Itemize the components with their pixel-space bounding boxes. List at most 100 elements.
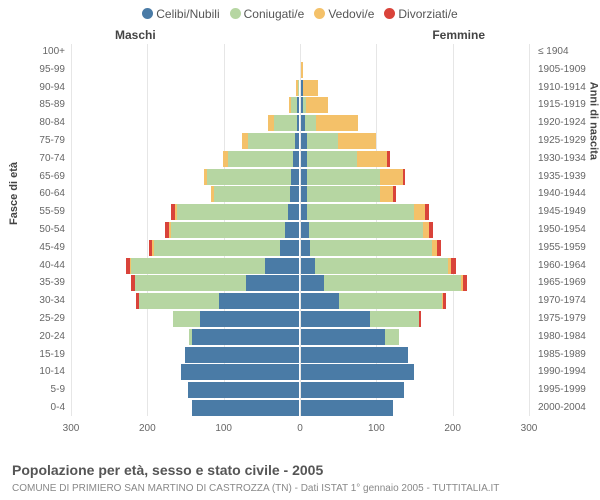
segment bbox=[307, 186, 380, 202]
pyramid-row bbox=[70, 44, 530, 60]
male-bar bbox=[204, 169, 299, 185]
segment bbox=[425, 204, 430, 220]
segment bbox=[301, 311, 370, 327]
segment bbox=[154, 240, 280, 256]
male-bar bbox=[136, 293, 299, 309]
female-bar bbox=[301, 169, 405, 185]
female-bar bbox=[301, 133, 376, 149]
segment bbox=[301, 240, 310, 256]
pyramid-row bbox=[70, 80, 530, 96]
header-male: Maschi bbox=[115, 28, 156, 42]
female-bar bbox=[301, 275, 467, 291]
segment bbox=[307, 133, 338, 149]
segment bbox=[309, 222, 424, 238]
pyramid-row bbox=[70, 382, 530, 398]
female-bar bbox=[301, 186, 396, 202]
pyramid-row bbox=[70, 258, 530, 274]
female-bar bbox=[301, 400, 393, 416]
birth-label: 1980-1984 bbox=[538, 331, 598, 342]
segment bbox=[419, 311, 421, 327]
segment bbox=[301, 347, 408, 363]
segment bbox=[301, 258, 315, 274]
segment bbox=[248, 133, 295, 149]
segment bbox=[301, 275, 324, 291]
pyramid-row bbox=[70, 329, 530, 345]
segment bbox=[301, 400, 393, 416]
birth-label: 1950-1954 bbox=[538, 224, 598, 235]
birth-label: 1905-1909 bbox=[538, 64, 598, 75]
male-bar bbox=[189, 329, 299, 345]
pyramid-row bbox=[70, 151, 530, 167]
segment bbox=[171, 222, 286, 238]
birth-label: 1960-1964 bbox=[538, 260, 598, 271]
female-bar bbox=[301, 97, 328, 113]
age-label: 55-59 bbox=[10, 206, 65, 217]
birth-label: 2000-2004 bbox=[538, 402, 598, 413]
segment bbox=[297, 115, 299, 131]
pyramid-row bbox=[70, 347, 530, 363]
segment bbox=[443, 293, 446, 309]
segment bbox=[214, 186, 290, 202]
chart-subtitle: COMUNE DI PRIMIERO SAN MARTINO DI CASTRO… bbox=[12, 483, 499, 494]
male-bar bbox=[149, 240, 299, 256]
age-label: 5-9 bbox=[10, 384, 65, 395]
birth-label: ≤ 1904 bbox=[538, 46, 598, 57]
legend: Celibi/NubiliConiugati/eVedovi/eDivorzia… bbox=[0, 6, 600, 21]
segment bbox=[185, 347, 300, 363]
segment bbox=[305, 115, 316, 131]
male-bar bbox=[173, 311, 299, 327]
segment bbox=[301, 382, 404, 398]
segment bbox=[173, 311, 200, 327]
male-bar bbox=[296, 80, 299, 96]
x-tick: 200 bbox=[139, 423, 156, 434]
age-label: 30-34 bbox=[10, 295, 65, 306]
birth-label: 1965-1969 bbox=[538, 277, 598, 288]
male-bar bbox=[242, 133, 299, 149]
segment bbox=[307, 151, 357, 167]
age-label: 95-99 bbox=[10, 64, 65, 75]
chart-container: Celibi/NubiliConiugati/eVedovi/eDivorzia… bbox=[0, 0, 600, 500]
header-female: Femmine bbox=[432, 28, 485, 42]
birth-label: 1930-1934 bbox=[538, 153, 598, 164]
pyramid-row bbox=[70, 275, 530, 291]
segment bbox=[188, 382, 299, 398]
legend-label: Celibi/Nubili bbox=[156, 7, 219, 21]
birth-label: 1915-1919 bbox=[538, 99, 598, 110]
legend-item: Vedovi/e bbox=[314, 6, 374, 21]
female-bar bbox=[301, 293, 446, 309]
age-label: 65-69 bbox=[10, 171, 65, 182]
segment bbox=[246, 275, 299, 291]
segment bbox=[463, 275, 468, 291]
segment bbox=[301, 364, 414, 380]
segment bbox=[306, 97, 329, 113]
age-label: 80-84 bbox=[10, 117, 65, 128]
birth-label: 1945-1949 bbox=[538, 206, 598, 217]
segment bbox=[280, 240, 299, 256]
segment bbox=[298, 80, 299, 96]
pyramid-chart: 3002001000100200300 bbox=[70, 44, 530, 436]
female-bar bbox=[301, 311, 421, 327]
age-label: 90-94 bbox=[10, 82, 65, 93]
segment bbox=[285, 222, 299, 238]
female-bar bbox=[301, 240, 441, 256]
segment bbox=[370, 311, 420, 327]
age-label: 0-4 bbox=[10, 402, 65, 413]
female-bar bbox=[301, 329, 399, 345]
legend-swatch bbox=[230, 8, 241, 19]
age-label: 35-39 bbox=[10, 277, 65, 288]
segment bbox=[219, 293, 299, 309]
segment bbox=[380, 169, 403, 185]
segment bbox=[307, 204, 414, 220]
segment bbox=[403, 169, 405, 185]
male-bar bbox=[171, 204, 299, 220]
age-label: 10-14 bbox=[10, 366, 65, 377]
birth-label: 1925-1929 bbox=[538, 135, 598, 146]
segment bbox=[288, 204, 299, 220]
birth-label: 1985-1989 bbox=[538, 349, 598, 360]
legend-swatch bbox=[314, 8, 325, 19]
x-tick: 0 bbox=[297, 423, 303, 434]
segment bbox=[207, 169, 291, 185]
segment bbox=[316, 115, 358, 131]
age-label: 25-29 bbox=[10, 313, 65, 324]
segment bbox=[192, 329, 299, 345]
